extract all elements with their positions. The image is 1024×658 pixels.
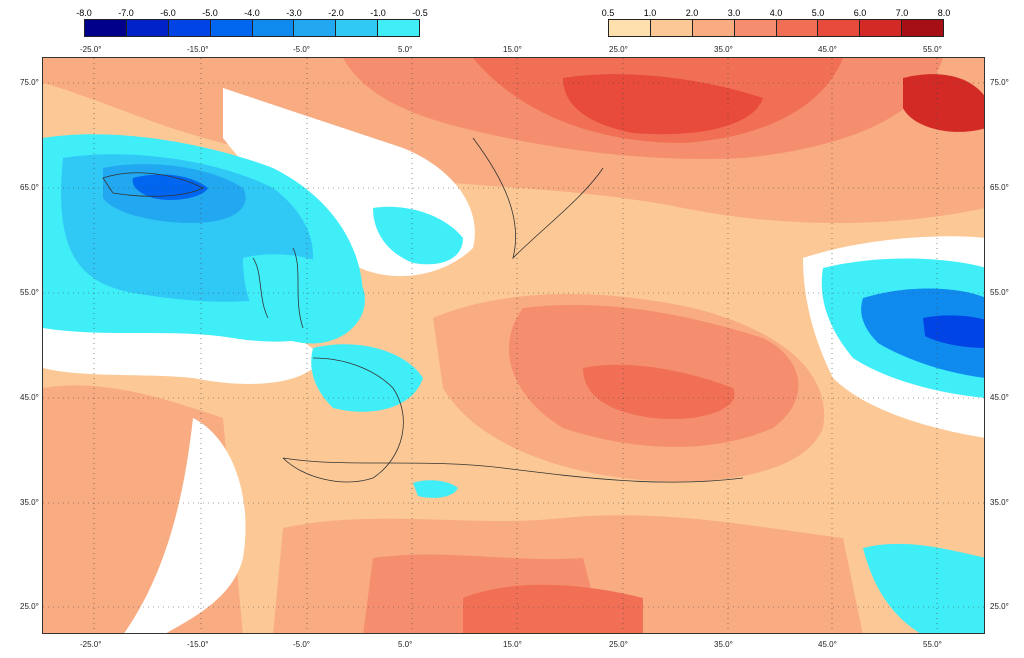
- negative-color-bar: [84, 19, 420, 37]
- legend-label: -1.0: [370, 8, 386, 18]
- legend-label: 3.0: [727, 8, 741, 18]
- legend-label: -6.0: [160, 8, 176, 18]
- color-swatch: [650, 20, 693, 36]
- lat-label-left: 45.0°: [20, 393, 39, 402]
- legend-label: 1.0: [643, 8, 657, 18]
- legend-label: 6.0: [853, 8, 867, 18]
- anomaly-zone-novaya-zemlya: [903, 74, 984, 132]
- lon-label-top: 55.0°: [923, 45, 942, 54]
- legend-label: -3.0: [286, 8, 302, 18]
- anomaly-zone-kola: [563, 74, 763, 135]
- cold-zone-british-isles: [243, 254, 365, 344]
- legend-label: 0.5: [601, 8, 615, 18]
- lon-label-top: -5.0°: [293, 45, 310, 54]
- color-swatch: [168, 20, 211, 36]
- color-swatch: [776, 20, 819, 36]
- graticule: [43, 58, 984, 633]
- lon-label-top: 35.0°: [714, 45, 733, 54]
- legend-label: -4.0: [244, 8, 260, 18]
- coastline-mediterranean: [282, 457, 744, 483]
- lon-label-bottom: 15.0°: [503, 640, 522, 649]
- lat-label-right: 65.0°: [990, 183, 1009, 192]
- lat-label-left: 65.0°: [20, 183, 39, 192]
- lat-label-left: 35.0°: [20, 498, 39, 507]
- cold-zone-skagerrak: [373, 206, 463, 265]
- lon-label-bottom: -5.0°: [293, 640, 310, 649]
- lon-label-bottom: -25.0°: [80, 640, 102, 649]
- anomaly-map-canvas: [43, 58, 984, 633]
- lon-label-top: -15.0°: [187, 45, 209, 54]
- lat-label-left: 75.0°: [20, 78, 39, 87]
- legend-label: 5.0: [811, 8, 825, 18]
- legend-label: -0.5: [412, 8, 428, 18]
- lon-label-bottom: 35.0°: [714, 640, 733, 649]
- anomaly-map: [42, 57, 985, 634]
- cold-zone-iceland-center: [132, 174, 208, 200]
- color-swatch: [818, 20, 861, 36]
- positive-legend-labels: 0.5 1.0 2.0 3.0 4.0 5.0 6.0 7.0 8.0: [602, 8, 951, 19]
- lon-label-bottom: 45.0°: [818, 640, 837, 649]
- cold-zone-france: [311, 344, 423, 412]
- legend-label: -5.0: [202, 8, 218, 18]
- neutral-zone-morocco: [124, 418, 246, 633]
- color-swatch: [902, 20, 943, 36]
- lon-label-bottom: 55.0°: [923, 640, 942, 649]
- lat-label-right: 55.0°: [990, 288, 1009, 297]
- negative-anomaly-legend: -8.0 -7.0 -6.0 -5.0 -4.0 -3.0 -2.0 -1.0 …: [76, 8, 428, 37]
- coastline-scandinavia: [472, 137, 604, 260]
- cold-zone-algeria: [413, 480, 458, 498]
- color-swatch: [85, 20, 127, 36]
- lon-label-top: 45.0°: [818, 45, 837, 54]
- anomaly-zone-romania: [583, 364, 735, 419]
- positive-anomaly-legend: 0.5 1.0 2.0 3.0 4.0 5.0 6.0 7.0 8.0: [602, 8, 951, 37]
- color-swatch: [378, 20, 419, 36]
- legend-label: 8.0: [937, 8, 951, 18]
- color-swatch: [692, 20, 735, 36]
- positive-color-bar: [608, 19, 944, 37]
- legend-label: 7.0: [895, 8, 909, 18]
- color-swatch: [210, 20, 253, 36]
- lon-label-bottom: -15.0°: [187, 640, 209, 649]
- anomaly-zone-libya: [463, 584, 643, 633]
- legend-label: -7.0: [118, 8, 134, 18]
- lon-label-bottom: 5.0°: [398, 640, 413, 649]
- lon-label-top: 15.0°: [503, 45, 522, 54]
- lon-label-top: 25.0°: [609, 45, 628, 54]
- cold-zone-arabia: [863, 543, 984, 633]
- lat-label-left: 25.0°: [20, 602, 39, 611]
- color-swatch: [734, 20, 777, 36]
- color-swatch: [609, 20, 651, 36]
- lat-label-right: 75.0°: [990, 78, 1009, 87]
- coastline-iberia-france: [282, 357, 404, 483]
- color-swatch: [294, 20, 337, 36]
- legend-label: 4.0: [769, 8, 783, 18]
- negative-legend-labels: -8.0 -7.0 -6.0 -5.0 -4.0 -3.0 -2.0 -1.0 …: [76, 8, 428, 19]
- lon-label-top: 5.0°: [398, 45, 413, 54]
- lat-label-left: 55.0°: [20, 288, 39, 297]
- color-swatch: [126, 20, 169, 36]
- lat-label-right: 25.0°: [990, 602, 1009, 611]
- color-swatch: [860, 20, 903, 36]
- coastline-british-isles: [252, 247, 304, 329]
- cold-zone-kazakhstan-core: [923, 315, 984, 348]
- legend-label: -8.0: [76, 8, 92, 18]
- legend-label: 2.0: [685, 8, 699, 18]
- legend-label: -2.0: [328, 8, 344, 18]
- lat-label-right: 45.0°: [990, 393, 1009, 402]
- color-swatch: [336, 20, 379, 36]
- color-swatch: [252, 20, 295, 36]
- lat-label-right: 35.0°: [990, 498, 1009, 507]
- lon-label-top: -25.0°: [80, 45, 102, 54]
- cold-zone-kazakhstan-mid: [861, 288, 984, 378]
- lon-label-bottom: 25.0°: [609, 640, 628, 649]
